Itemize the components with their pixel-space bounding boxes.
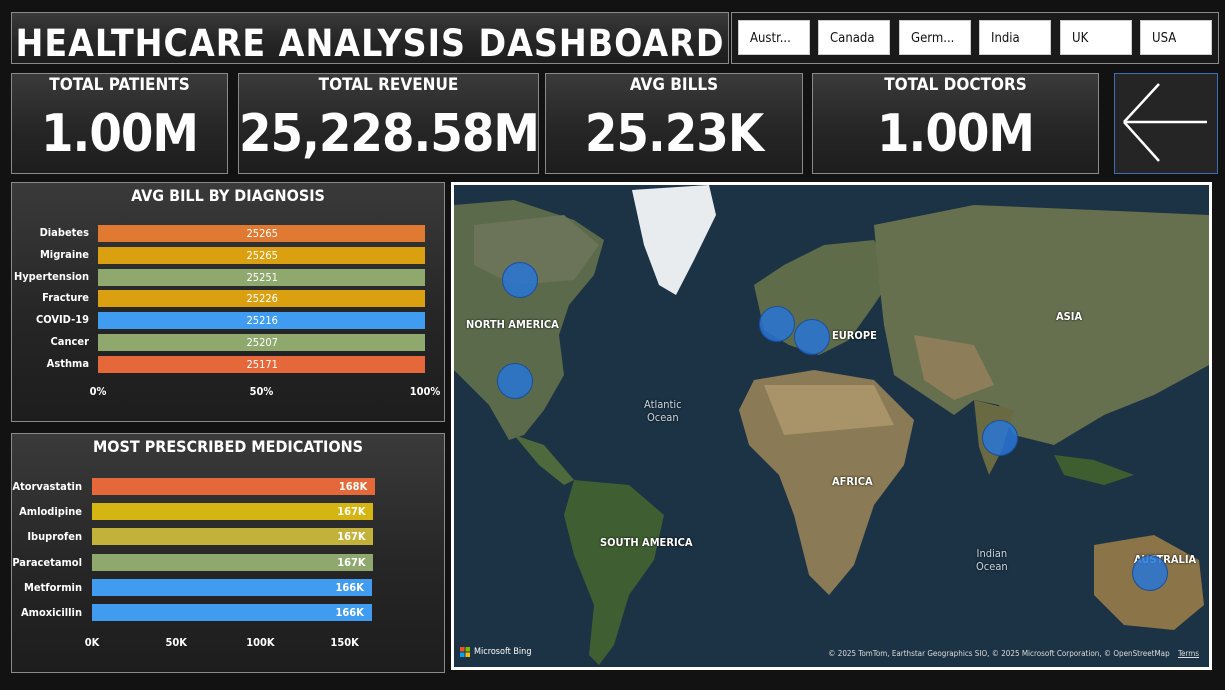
category-label: Atorvastatin xyxy=(12,480,82,493)
slicer-chip-canada[interactable]: Canada xyxy=(818,20,890,55)
data-label: 25207 xyxy=(246,336,278,349)
kpi-label: AVG BILLS xyxy=(629,75,719,95)
slicer-chip-uk[interactable]: UK xyxy=(1060,20,1132,55)
bar[interactable] xyxy=(92,478,375,495)
data-label: 166K xyxy=(335,606,364,619)
kpi-label: TOTAL PATIENTS xyxy=(49,75,190,95)
kpi-value: 25.23K xyxy=(584,104,764,164)
arrow-left-icon xyxy=(1123,83,1207,162)
data-label: 166K xyxy=(335,580,364,594)
category-label: Ibuprofen xyxy=(27,530,82,544)
slicer-chip-usa[interactable]: USA xyxy=(1140,20,1212,55)
category-label: Migraine xyxy=(39,247,89,261)
map-bubble-india[interactable] xyxy=(982,420,1018,456)
kpi-card-total-revenue: TOTAL REVENUE 25,228.58M xyxy=(238,73,540,174)
kpi-label: TOTAL DOCTORS xyxy=(884,75,1027,95)
bar[interactable] xyxy=(98,312,425,330)
kpi-card-avg-bills: AVG BILLS 25.23K xyxy=(545,73,803,174)
avg-bill-by-diagnosis-chart: AVG BILL BY DIAGNOSIS Diabetes 25265 Migra… xyxy=(11,182,445,422)
microsoft-logo-icon xyxy=(460,647,470,657)
x-tick-label: 100K xyxy=(246,636,275,649)
kpi-label: TOTAL REVENUE xyxy=(318,75,459,95)
title-panel: HEALTHCARE ANALYSIS DASHBOARD xyxy=(11,12,729,65)
bar[interactable] xyxy=(98,246,425,264)
dashboard-title: HEALTHCARE ANALYSIS DASHBOARD xyxy=(15,22,725,65)
map-label-south-america: SOUTH AMERICA xyxy=(600,536,693,549)
map-bubble-canada[interactable] xyxy=(502,262,538,298)
world-map[interactable]: NORTH AMERICA EUROPE ASIA AFRICA SOUTH A… xyxy=(451,182,1212,670)
chart-title: MOST PRESCRIBED MEDICATIONS xyxy=(92,437,364,456)
map-label-europe: EUROPE xyxy=(832,329,877,342)
slicer-chip-germany[interactable]: Germ... xyxy=(899,20,971,55)
kpi-value: 25,228.58M xyxy=(239,104,540,164)
bar[interactable] xyxy=(98,290,425,308)
bing-logo: Microsoft Bing xyxy=(460,647,531,657)
map-bubble-uk[interactable] xyxy=(759,306,795,342)
bar[interactable] xyxy=(98,225,425,242)
data-label: 25171 xyxy=(246,357,278,371)
slicer-chip-india[interactable]: India xyxy=(979,20,1051,55)
category-label: Hypertension xyxy=(13,269,89,283)
map-bubble-usa[interactable] xyxy=(497,363,533,399)
x-tick-label: 50% xyxy=(249,385,274,398)
category-label: COVID-19 xyxy=(35,313,89,327)
map-label-indian-ocean: Indian Ocean xyxy=(976,547,1008,573)
country-slicer: Austr... Canada Germ... India UK USA xyxy=(731,12,1219,64)
map-label-north-america: NORTH AMERICA xyxy=(466,318,559,331)
data-label: 25216 xyxy=(246,314,278,328)
data-label: 167K xyxy=(337,555,366,569)
map-attribution: © 2025 TomTom, Earthstar Geographics SIO… xyxy=(828,649,1199,658)
category-label: Cancer xyxy=(50,335,89,348)
bar[interactable] xyxy=(98,268,425,286)
category-label: Paracetamol xyxy=(12,555,82,569)
x-tick-label: 100% xyxy=(409,385,441,398)
data-label: 25251 xyxy=(246,270,278,284)
map-label-asia: ASIA xyxy=(1056,310,1083,323)
category-label: Metformin xyxy=(23,580,82,594)
category-label: Amoxicillin xyxy=(20,606,82,619)
category-label: Amlodipine xyxy=(19,505,82,519)
data-label: 167K xyxy=(337,505,366,519)
kpi-card-total-doctors: TOTAL DOCTORS 1.00M xyxy=(812,73,1099,174)
map-landmass xyxy=(454,185,1209,667)
category-label: Asthma xyxy=(46,356,89,370)
data-label: 25265 xyxy=(246,248,278,262)
most-prescribed-medications-chart: MOST PRESCRIBED MEDICATIONS Atorvastatin… xyxy=(11,433,445,673)
x-tick-label: 0% xyxy=(89,385,107,398)
bar[interactable] xyxy=(98,355,425,373)
bar[interactable] xyxy=(98,334,425,351)
terms-link[interactable]: Terms xyxy=(1177,649,1199,658)
data-label: 25265 xyxy=(246,227,278,240)
slicer-chip-australia[interactable]: Austr... xyxy=(738,20,810,55)
bar[interactable] xyxy=(92,528,374,546)
x-tick-label: 150K xyxy=(330,636,359,649)
x-tick-label: 50K xyxy=(165,636,187,649)
map-bubble-germany[interactable] xyxy=(794,319,830,355)
attribution-text: © 2025 TomTom, Earthstar Geographics SIO… xyxy=(828,649,1170,658)
back-button[interactable] xyxy=(1114,73,1218,174)
category-label: Fracture xyxy=(42,291,89,305)
map-label-africa: AFRICA xyxy=(832,475,873,488)
data-label: 168K xyxy=(338,480,368,493)
bar[interactable] xyxy=(92,578,372,596)
x-tick-label: 0K xyxy=(84,636,100,649)
kpi-value: 1.00M xyxy=(877,104,1035,164)
bing-label: Microsoft Bing xyxy=(474,647,532,657)
kpi-value: 1.00M xyxy=(41,104,199,164)
chart-title: AVG BILL BY DIAGNOSIS xyxy=(131,186,325,205)
data-label: 167K xyxy=(337,530,366,544)
bar[interactable] xyxy=(92,503,374,521)
data-label: 25226 xyxy=(246,292,278,306)
map-label-atlantic-ocean: Atlantic Ocean xyxy=(644,398,682,424)
category-label: Diabetes xyxy=(39,226,89,239)
kpi-card-total-patients: TOTAL PATIENTS 1.00M xyxy=(11,73,228,174)
map-bubble-australia[interactable] xyxy=(1132,555,1168,591)
bar[interactable] xyxy=(92,553,374,571)
bar[interactable] xyxy=(92,604,372,621)
